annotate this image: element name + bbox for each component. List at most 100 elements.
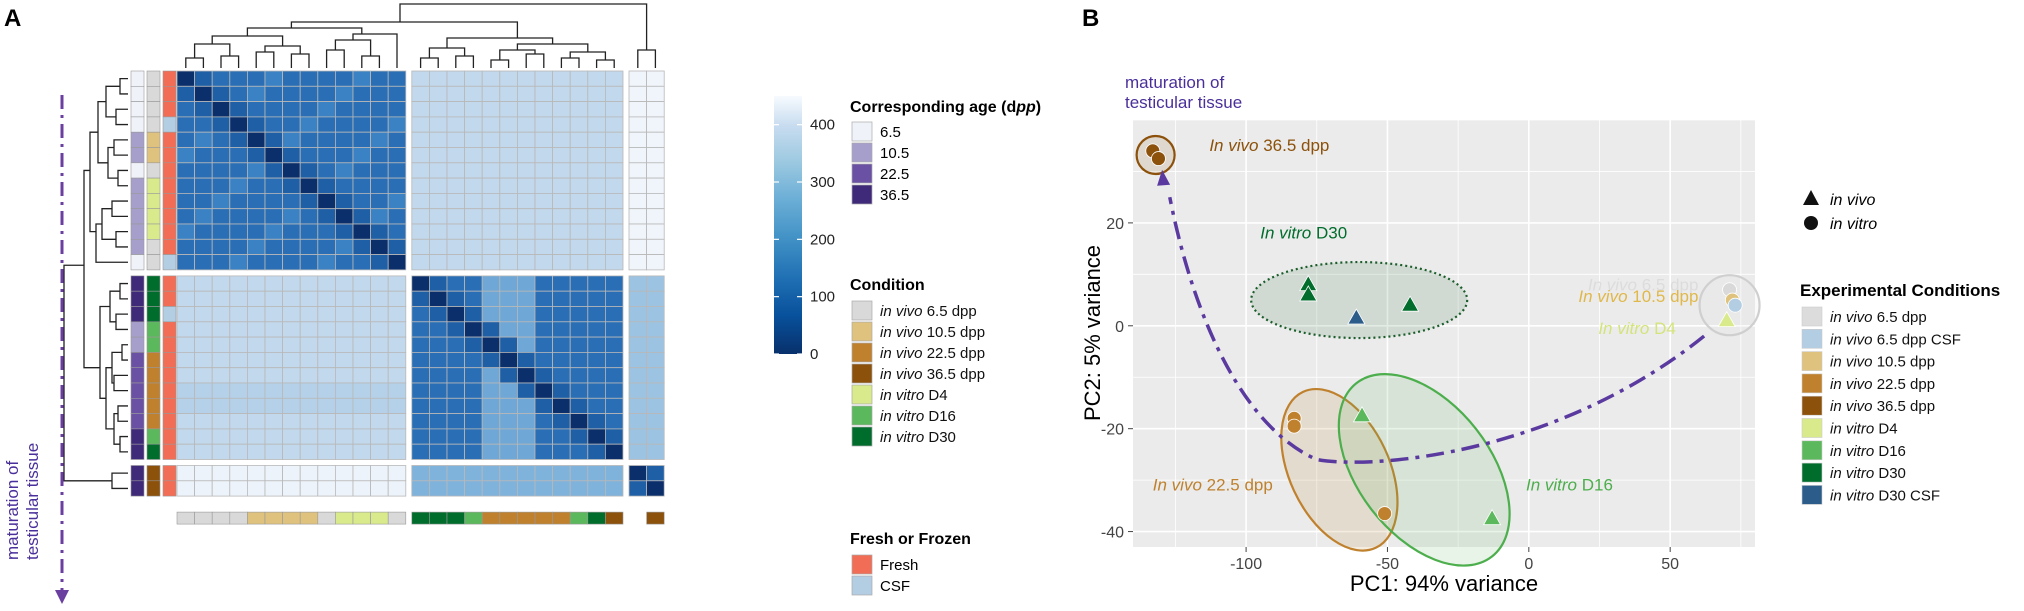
heatmap-cell (299, 321, 319, 338)
heatmap-cell (646, 116, 665, 133)
heatmap-cell (246, 116, 266, 133)
heatmap-cell (299, 85, 319, 103)
heatmap-cell (517, 275, 536, 292)
dendrogram-branch (111, 200, 128, 217)
heatmap-cell (464, 131, 483, 148)
heatmap-cell (569, 290, 589, 307)
annotation-cell (162, 382, 177, 399)
dendrogram-branch (264, 45, 301, 54)
heatmap-cell (446, 397, 466, 414)
heatmap-cell (605, 480, 624, 497)
annotation-cell (162, 352, 177, 368)
heatmap-cell (499, 290, 518, 307)
annotation-cell (130, 131, 145, 148)
heatmap-cell (446, 177, 466, 194)
heatmap-cell (569, 465, 589, 482)
heatmap-cell (569, 336, 589, 353)
heatmap-cell (229, 382, 248, 399)
heatmap-cell (569, 147, 589, 164)
heatmap-cell (264, 306, 284, 323)
heatmap-cell (464, 397, 483, 414)
heatmap-cell (446, 223, 466, 240)
heatmap-cell (176, 192, 196, 210)
heatmap-cell (481, 306, 501, 323)
annotation-cell (146, 254, 161, 271)
heatmap-cell (464, 223, 483, 240)
heatmap-cell (646, 290, 665, 307)
annotation-cell (130, 147, 145, 164)
heatmap-cell (282, 131, 301, 148)
heatmap-cell (211, 177, 231, 194)
heatmap-cell (299, 223, 319, 240)
heatmap-cell (517, 336, 536, 353)
annotation-cell (146, 193, 161, 209)
heatmap-cell (534, 443, 554, 460)
heatmap-cell (628, 238, 648, 256)
heatmap-cell (517, 177, 536, 194)
legend-swatch (851, 342, 873, 363)
heatmap-cell (229, 351, 248, 369)
annotation-cell (130, 306, 145, 323)
dendrogram-branch (111, 472, 128, 490)
heatmap-cell (282, 192, 301, 210)
heatmap-cell (411, 131, 430, 148)
heatmap-cell (387, 382, 407, 399)
heatmap-cell (334, 177, 354, 194)
heatmap-cell (211, 428, 231, 445)
heatmap-cell (246, 397, 266, 414)
heatmap-cell (317, 177, 336, 194)
dendrogram-branch (220, 55, 240, 68)
heatmap-cell (569, 480, 589, 497)
heatmap-cell (229, 70, 248, 87)
heatmap-cell (446, 147, 466, 164)
heatmap-cell (569, 177, 589, 194)
heatmap-cell (605, 443, 624, 460)
heatmap-cell (605, 177, 624, 194)
heatmap-cell (194, 428, 213, 445)
heatmap-cell (587, 101, 606, 118)
heatmap-cell (317, 321, 336, 338)
heatmap-cell (464, 443, 483, 460)
annotation-cell (130, 275, 145, 292)
heatmap-cell (517, 428, 536, 445)
heatmap-cell (194, 101, 213, 118)
heatmap-cell (587, 351, 606, 369)
annotation-cell (130, 177, 145, 194)
heatmap-cell (411, 443, 430, 460)
heatmap-cell (646, 443, 665, 460)
heatmap-cell (334, 85, 354, 103)
colorbar-tick-label: 400 (810, 117, 835, 134)
legend-swatch (1801, 440, 1823, 461)
heatmap-cell (211, 101, 231, 118)
y-tick-label: -20 (1101, 422, 1124, 439)
annotation-cell (146, 116, 161, 133)
legend-swatch (851, 321, 873, 342)
heatmap-cell (428, 290, 448, 307)
heatmap-cell (264, 254, 284, 271)
heatmap-cell (646, 208, 665, 225)
heatmap-cell (411, 223, 430, 240)
heatmap-cell (464, 428, 483, 445)
heatmap-cell (194, 480, 213, 497)
heatmap-cell (334, 238, 354, 256)
heatmap-cell (428, 336, 448, 353)
legend-condition-label: in vivo 6.5 dpp (880, 303, 977, 320)
heatmap-cell (446, 192, 466, 210)
heatmap-cell (370, 351, 389, 369)
heatmap-cell (628, 321, 648, 338)
heatmap-cell (605, 192, 624, 210)
heatmap-cell (464, 192, 483, 210)
heatmap-cell (387, 465, 407, 482)
heatmap-cell (534, 177, 554, 194)
pca-group-label: In vitro D4 (1598, 319, 1676, 338)
conditions-legend-label: in vitro D4 (1830, 421, 1898, 438)
dendrogram-branch (455, 55, 475, 68)
heatmap-cell (246, 177, 266, 194)
heatmap-cell (499, 101, 518, 118)
legend-swatch (1801, 328, 1823, 349)
legend-swatch (851, 405, 873, 426)
heatmap-cell (569, 367, 589, 384)
annotation-cell (130, 86, 145, 102)
legend-condition-label: in vivo 22.5 dpp (880, 345, 985, 362)
ellipse-in-vivo-22-5 (1280, 387, 1399, 552)
